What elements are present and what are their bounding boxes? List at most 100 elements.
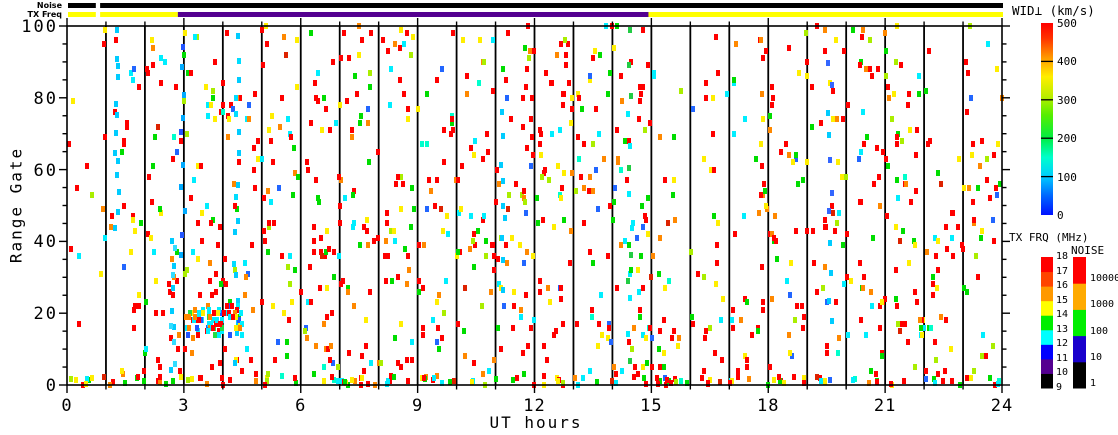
- data-point: [725, 91, 729, 97]
- data-point: [188, 310, 192, 316]
- data-point: [236, 182, 240, 188]
- data-point: [976, 185, 980, 191]
- data-point: [409, 224, 413, 230]
- data-point: [962, 185, 966, 191]
- data-point: [837, 335, 841, 341]
- data-point: [158, 374, 162, 380]
- data-point: [546, 285, 550, 291]
- data-point: [615, 285, 619, 291]
- data-point: [77, 253, 81, 259]
- data-point: [538, 289, 542, 295]
- data-point: [884, 48, 888, 54]
- data-point: [696, 271, 700, 277]
- data-point: [385, 220, 389, 226]
- data-point: [316, 195, 320, 201]
- data-point: [401, 181, 405, 187]
- x-tick-label: 18: [757, 396, 780, 416]
- data-point: [561, 91, 565, 97]
- data-point: [196, 220, 200, 226]
- data-point: [582, 185, 586, 191]
- data-point: [497, 181, 501, 187]
- data-point: [521, 350, 525, 356]
- data-point: [829, 270, 833, 276]
- data-point: [834, 299, 838, 305]
- data-point: [290, 299, 294, 305]
- data-point: [933, 380, 937, 386]
- data-point: [435, 77, 439, 83]
- data-point: [316, 70, 320, 76]
- data-point: [972, 368, 976, 374]
- data-point: [379, 360, 383, 366]
- data-point: [179, 138, 183, 144]
- data-point: [243, 260, 247, 266]
- data-point: [870, 303, 874, 309]
- data-point: [771, 95, 775, 101]
- data-point: [950, 235, 954, 241]
- data-point: [410, 339, 414, 345]
- data-point: [712, 167, 716, 173]
- data-point: [213, 332, 217, 338]
- data-point: [481, 217, 485, 223]
- data-point: [906, 339, 910, 345]
- data-point: [440, 66, 444, 72]
- data-point: [657, 346, 661, 352]
- data-point: [949, 346, 953, 352]
- noise-colorbar-label: 1000: [1090, 299, 1115, 311]
- data-point: [210, 364, 214, 370]
- data-point: [469, 145, 473, 151]
- data-point: [252, 167, 256, 173]
- data-point: [988, 195, 992, 201]
- data-point: [185, 131, 189, 137]
- data-point: [875, 145, 879, 151]
- data-point: [869, 368, 873, 374]
- data-point: [116, 158, 120, 164]
- data-point: [187, 314, 191, 320]
- data-point: [403, 246, 407, 252]
- data-point: [280, 373, 284, 379]
- data-point: [208, 260, 212, 266]
- data-point: [815, 289, 819, 295]
- data-point: [282, 34, 286, 40]
- data-point: [133, 228, 137, 234]
- data-point: [650, 364, 654, 370]
- data-point: [627, 138, 631, 144]
- data-point: [994, 185, 998, 191]
- data-point: [431, 317, 435, 323]
- data-point: [181, 44, 185, 50]
- data-point: [142, 368, 146, 374]
- data-point: [658, 328, 662, 334]
- data-point: [841, 242, 845, 248]
- noise-colorbar-label: 10000: [1090, 273, 1118, 285]
- data-point: [702, 156, 706, 162]
- data-point: [234, 95, 238, 101]
- data-point: [978, 163, 982, 169]
- data-point: [247, 116, 251, 122]
- data-point: [235, 330, 239, 336]
- data-point: [889, 381, 893, 387]
- data-point: [536, 220, 540, 226]
- data-point: [223, 346, 227, 352]
- data-point: [591, 141, 595, 147]
- txfrq-colorbar-block: [1041, 271, 1053, 287]
- data-point: [554, 328, 558, 334]
- data-point: [420, 141, 424, 147]
- data-point: [338, 220, 342, 226]
- data-point: [236, 33, 240, 39]
- data-point: [931, 292, 935, 298]
- data-point: [711, 131, 715, 137]
- data-point: [574, 188, 578, 194]
- data-point: [924, 88, 928, 94]
- data-point: [164, 381, 168, 387]
- data-point: [620, 368, 624, 374]
- data-point: [405, 30, 409, 36]
- data-point: [629, 267, 633, 273]
- data-point: [522, 195, 526, 201]
- data-point: [249, 357, 253, 363]
- data-point: [173, 361, 177, 367]
- data-point: [827, 132, 831, 138]
- data-point: [750, 332, 754, 338]
- data-point: [496, 325, 500, 331]
- data-point: [398, 77, 402, 83]
- data-point: [732, 77, 736, 83]
- data-point: [394, 181, 398, 187]
